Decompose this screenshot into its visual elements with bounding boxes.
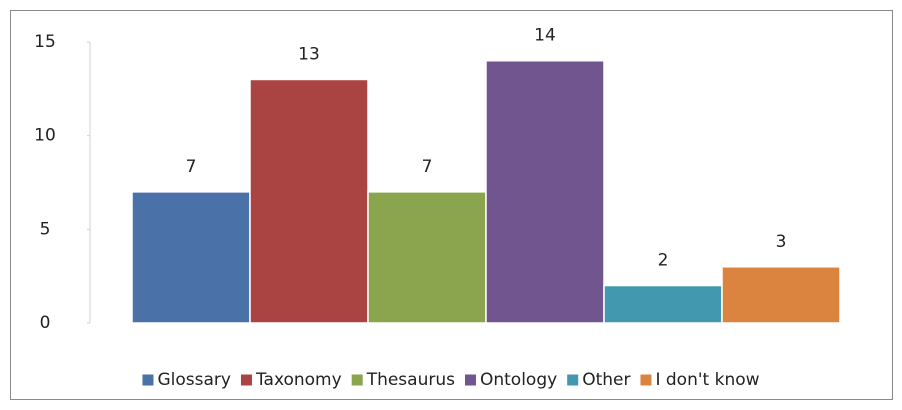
value-label: 7 (422, 157, 433, 177)
legend-swatch (640, 374, 652, 386)
value-label: 3 (776, 232, 787, 252)
y-tick-label: 15 (34, 32, 56, 52)
value-label: 14 (534, 26, 556, 46)
bar (721, 266, 841, 324)
bar (603, 284, 723, 324)
y-tick-label: 10 (34, 126, 56, 146)
y-tick-label: 0 (40, 313, 51, 333)
bar (131, 191, 251, 324)
legend-label: Taxonomy (255, 370, 342, 390)
bar (485, 59, 605, 324)
legend-swatch (567, 374, 579, 386)
legend-label: Ontology (480, 370, 557, 390)
bar (367, 191, 487, 324)
legend-swatch (464, 374, 476, 386)
legend-label: Glossary (157, 370, 230, 390)
legend-label: I don't know (655, 370, 759, 390)
value-label: 2 (658, 251, 669, 271)
legend-label: Thesaurus (366, 370, 455, 390)
value-label: 7 (186, 157, 197, 177)
legend-label: Other (582, 370, 630, 390)
y-tick-label: 5 (40, 219, 51, 239)
value-label: 13 (298, 44, 320, 64)
legend-swatch (351, 374, 363, 386)
legend-swatch (142, 374, 154, 386)
legend-swatch (240, 374, 252, 386)
bar (249, 78, 369, 324)
